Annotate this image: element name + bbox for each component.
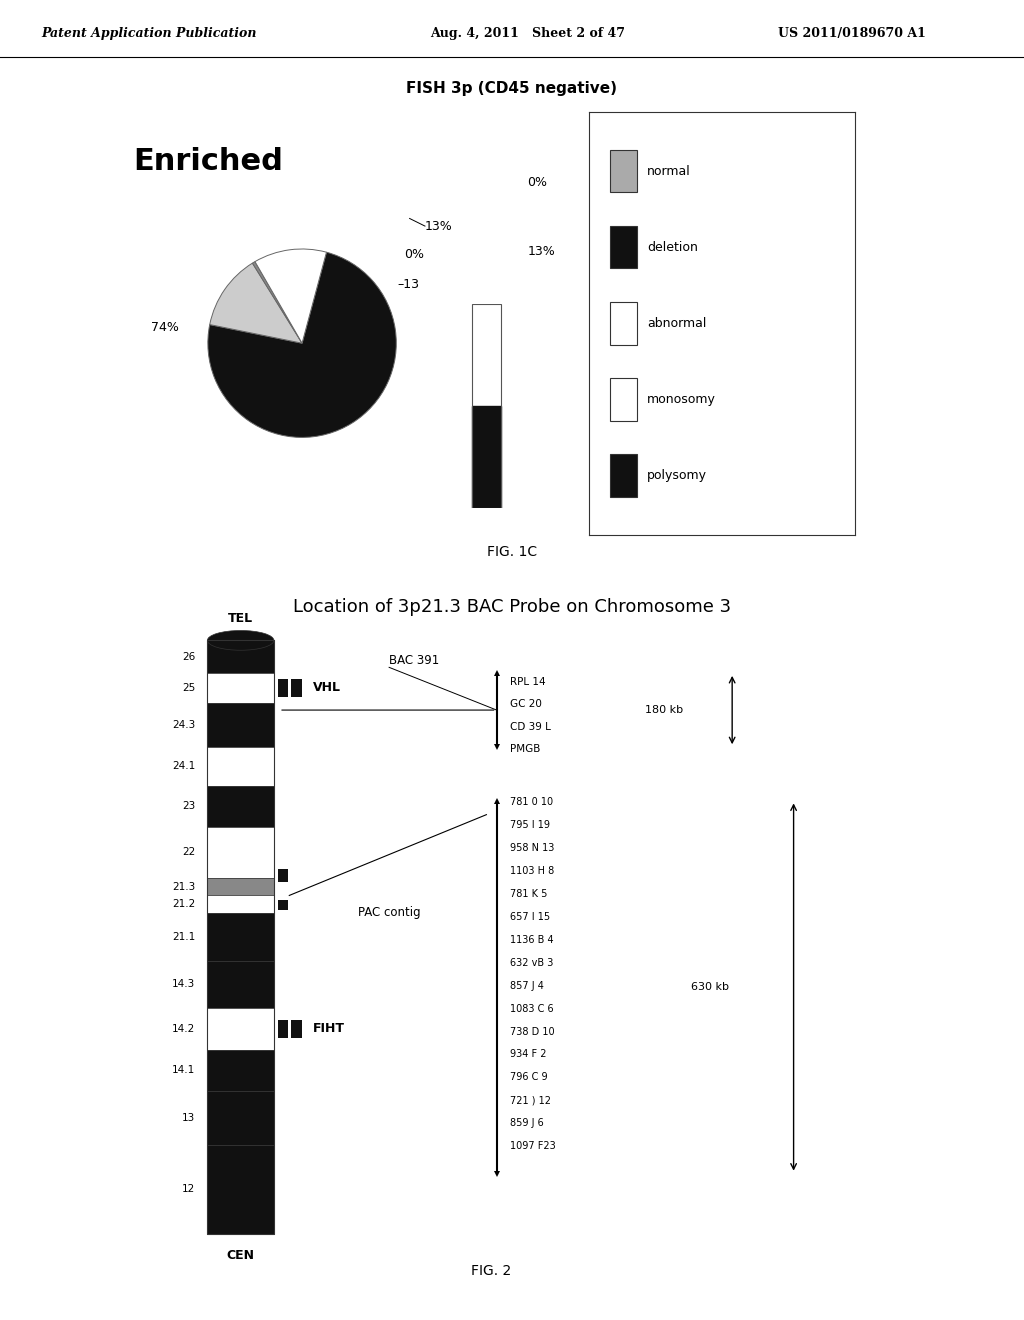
Text: RPL 14: RPL 14 (510, 677, 546, 686)
Bar (279, 678, 289, 697)
Text: GC 20: GC 20 (510, 700, 542, 709)
Text: Location of 3p21.3 BAC Probe on Chromosome 3: Location of 3p21.3 BAC Probe on Chromoso… (293, 598, 731, 616)
Text: 0%: 0% (527, 177, 548, 189)
Bar (207, 1144, 274, 1234)
Bar (610, 150, 637, 193)
Bar (207, 747, 274, 785)
Text: 1097 F23: 1097 F23 (510, 1142, 556, 1151)
Bar (279, 900, 289, 909)
Text: FIG. 2: FIG. 2 (471, 1265, 512, 1278)
Ellipse shape (207, 631, 274, 651)
Wedge shape (255, 249, 327, 343)
Text: BAC 391: BAC 391 (389, 655, 439, 668)
Bar (207, 878, 274, 895)
Text: PAC contig: PAC contig (358, 906, 421, 919)
Bar (207, 673, 274, 702)
Bar (610, 379, 637, 421)
Bar (472, 407, 501, 508)
Text: PMGB: PMGB (510, 744, 541, 754)
Bar (472, 304, 501, 508)
Text: 857 J 4: 857 J 4 (510, 981, 544, 990)
Bar (610, 302, 637, 345)
Text: FIHT: FIHT (313, 1023, 345, 1035)
Bar (207, 895, 274, 913)
Text: 958 N 13: 958 N 13 (510, 843, 554, 853)
Text: Enriched: Enriched (133, 148, 283, 177)
Text: 859 J 6: 859 J 6 (510, 1118, 544, 1129)
Text: normal: normal (647, 165, 691, 178)
Text: 22: 22 (182, 847, 195, 857)
Text: 781 K 5: 781 K 5 (510, 888, 547, 899)
Text: 738 D 10: 738 D 10 (510, 1027, 555, 1036)
Bar (207, 702, 274, 747)
Text: 934 F 2: 934 F 2 (510, 1049, 547, 1060)
Text: 14.2: 14.2 (172, 1024, 195, 1034)
Text: 21.1: 21.1 (172, 932, 195, 942)
Text: deletion: deletion (647, 240, 698, 253)
Text: 25: 25 (182, 682, 195, 693)
Text: 1083 C 6: 1083 C 6 (510, 1003, 554, 1014)
Bar (207, 785, 274, 828)
Text: 23: 23 (182, 801, 195, 812)
Text: 781 0 10: 781 0 10 (510, 797, 553, 807)
Bar (291, 1020, 301, 1038)
Text: 0%: 0% (404, 248, 425, 260)
Wedge shape (253, 261, 302, 343)
Text: CEN: CEN (226, 1249, 255, 1262)
Text: 795 I 19: 795 I 19 (510, 820, 550, 830)
Text: 21.2: 21.2 (172, 899, 195, 909)
Bar (207, 1092, 274, 1144)
Text: FISH 3p (CD45 negative): FISH 3p (CD45 negative) (407, 82, 617, 96)
Bar (207, 913, 274, 961)
Text: 21.3: 21.3 (172, 882, 195, 891)
Text: 24.3: 24.3 (172, 719, 195, 730)
Wedge shape (210, 263, 302, 343)
Bar (207, 828, 274, 878)
Text: –13: –13 (397, 279, 419, 290)
Text: 796 C 9: 796 C 9 (510, 1072, 548, 1082)
Wedge shape (208, 252, 396, 437)
Text: 24.1: 24.1 (172, 762, 195, 771)
Text: 12: 12 (182, 1184, 195, 1195)
Text: 74%: 74% (152, 321, 179, 334)
Text: 13%: 13% (527, 246, 555, 257)
Bar (207, 1008, 274, 1049)
Bar (279, 1020, 289, 1038)
Text: 657 I 15: 657 I 15 (510, 912, 550, 921)
Bar (207, 1049, 274, 1092)
Text: monosomy: monosomy (647, 393, 716, 407)
Text: Aug. 4, 2011   Sheet 2 of 47: Aug. 4, 2011 Sheet 2 of 47 (430, 26, 625, 40)
Text: 13: 13 (182, 1113, 195, 1123)
Text: 26: 26 (182, 652, 195, 661)
Text: US 2011/0189670 A1: US 2011/0189670 A1 (778, 26, 926, 40)
Bar (610, 226, 637, 268)
Text: Patent Application Publication: Patent Application Publication (41, 26, 256, 40)
Text: 180 kb: 180 kb (645, 705, 683, 715)
Bar (279, 869, 289, 882)
Bar (291, 678, 301, 697)
Text: 1103 H 8: 1103 H 8 (510, 866, 554, 876)
Text: TEL: TEL (228, 612, 253, 624)
Text: FIG. 1C: FIG. 1C (487, 545, 537, 558)
Bar (207, 640, 274, 1234)
Text: CD 39 L: CD 39 L (510, 722, 551, 731)
Text: abnormal: abnormal (647, 317, 707, 330)
Bar (207, 961, 274, 1008)
Text: 630 kb: 630 kb (691, 982, 729, 993)
Text: polysomy: polysomy (647, 469, 708, 482)
Bar (610, 454, 637, 496)
Text: 14.3: 14.3 (172, 979, 195, 990)
Text: 1136 B 4: 1136 B 4 (510, 935, 554, 945)
Text: 14.1: 14.1 (172, 1065, 195, 1076)
Text: VHL: VHL (313, 681, 341, 694)
Text: 632 vB 3: 632 vB 3 (510, 958, 553, 968)
Bar (207, 640, 274, 673)
Text: 13%: 13% (425, 219, 453, 232)
Text: 721 ) 12: 721 ) 12 (510, 1096, 551, 1105)
